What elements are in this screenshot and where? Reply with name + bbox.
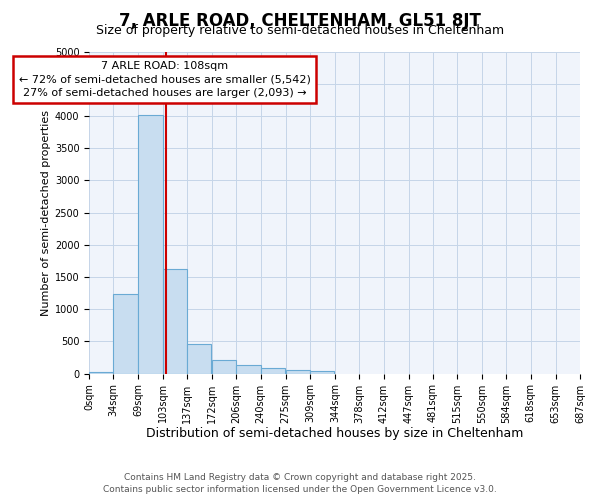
Bar xyxy=(236,364,260,374)
Text: Contains HM Land Registry data © Crown copyright and database right 2025.
Contai: Contains HM Land Registry data © Crown c… xyxy=(103,472,497,494)
Bar xyxy=(187,344,211,374)
Bar xyxy=(113,294,138,374)
X-axis label: Distribution of semi-detached houses by size in Cheltenham: Distribution of semi-detached houses by … xyxy=(146,427,523,440)
Bar xyxy=(260,368,285,374)
Y-axis label: Number of semi-detached properties: Number of semi-detached properties xyxy=(41,110,50,316)
Text: 7 ARLE ROAD: 108sqm
← 72% of semi-detached houses are smaller (5,542)
27% of sem: 7 ARLE ROAD: 108sqm ← 72% of semi-detach… xyxy=(19,61,311,98)
Bar xyxy=(139,114,163,374)
Bar xyxy=(212,360,236,374)
Bar xyxy=(163,269,187,374)
Text: 7, ARLE ROAD, CHELTENHAM, GL51 8JT: 7, ARLE ROAD, CHELTENHAM, GL51 8JT xyxy=(119,12,481,30)
Bar xyxy=(286,370,310,374)
Bar xyxy=(310,370,334,374)
Bar xyxy=(89,372,113,374)
Text: Size of property relative to semi-detached houses in Cheltenham: Size of property relative to semi-detach… xyxy=(96,24,504,37)
